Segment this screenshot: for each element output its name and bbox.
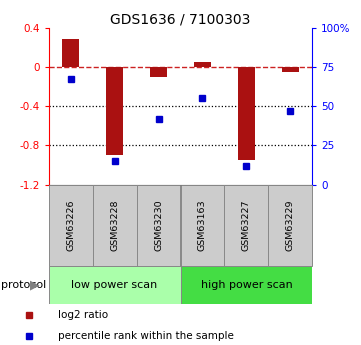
Bar xyxy=(150,67,167,77)
Title: GDS1636 / 7100303: GDS1636 / 7100303 xyxy=(110,12,251,27)
Text: GSM63226: GSM63226 xyxy=(66,199,75,251)
Text: percentile rank within the sample: percentile rank within the sample xyxy=(58,331,234,341)
Bar xyxy=(180,185,225,266)
Text: protocol: protocol xyxy=(1,280,46,289)
Text: ▶: ▶ xyxy=(30,278,39,291)
Text: GSM63229: GSM63229 xyxy=(286,199,295,251)
Text: GSM63227: GSM63227 xyxy=(242,199,251,251)
Bar xyxy=(193,62,211,67)
Bar xyxy=(268,185,312,266)
Bar xyxy=(49,185,93,266)
Text: low power scan: low power scan xyxy=(71,280,158,289)
Bar xyxy=(106,67,123,155)
Bar xyxy=(93,185,136,266)
Text: high power scan: high power scan xyxy=(200,280,292,289)
Bar xyxy=(62,39,79,67)
Text: GSM63228: GSM63228 xyxy=(110,199,119,251)
Bar xyxy=(136,185,180,266)
Bar xyxy=(225,185,268,266)
Bar xyxy=(49,266,180,304)
Bar xyxy=(238,67,255,160)
Text: log2 ratio: log2 ratio xyxy=(58,310,108,320)
Text: GSM63230: GSM63230 xyxy=(154,199,163,251)
Bar xyxy=(282,67,299,72)
Text: GSM63163: GSM63163 xyxy=(198,199,207,251)
Bar xyxy=(180,266,312,304)
